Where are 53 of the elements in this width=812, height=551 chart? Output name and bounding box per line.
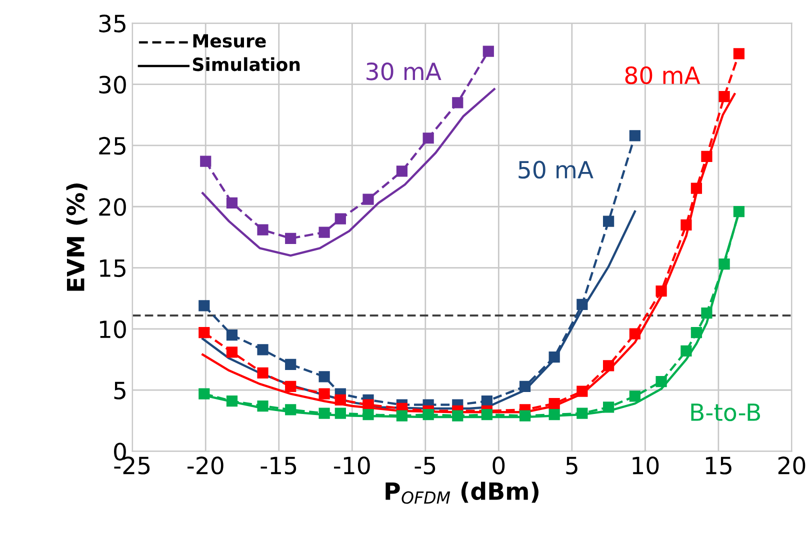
point [396,166,408,177]
point [226,330,238,341]
x-tick-label: -20 [187,456,224,474]
series-label: B-to-B [691,404,760,422]
point [422,132,434,144]
point [452,97,464,108]
y-axis-title: EVM (%) [66,184,88,291]
point [285,358,296,370]
point [257,344,268,356]
y-tick-label: 35 [99,14,126,32]
point [257,367,268,379]
point [656,376,667,388]
y-tick-label: 5 [114,382,126,400]
x-tick-label: 10 [632,456,659,474]
y-tick-label: 30 [99,76,126,94]
point [226,346,238,358]
x-tick-label: 20 [778,456,806,474]
x-tick-label: -15 [260,456,296,474]
annotation: Simulation [192,57,300,72]
point [257,224,268,236]
x-axis-title: P$_{OFDM}$ (dBm) [386,482,538,504]
point [482,46,494,57]
x-tick-label: 15 [706,456,732,474]
point [318,388,330,400]
y-tick-label: 25 [99,136,126,155]
point [362,194,374,205]
point [602,216,614,227]
point [318,226,330,238]
point [318,371,330,382]
annotation: Mesure [193,34,266,48]
point [198,327,210,338]
y-tick-label: 20 [99,198,126,216]
series-label: 30 mA [366,62,442,80]
point [733,48,745,60]
series-label: 80 mA [625,66,700,84]
series-label: 50 mA [518,160,594,179]
x-tick-label: 5 [566,456,578,474]
x-tick-label: 0 [492,456,505,474]
x-tick-label: -5 [414,456,436,474]
point [200,156,212,167]
point [680,345,692,357]
line-series [202,88,496,257]
y-tick-label: 15 [100,260,126,278]
point [629,390,640,402]
point [226,197,238,209]
point [198,300,210,312]
point [285,380,296,392]
x-tick-label: -10 [334,456,370,474]
point [718,90,730,102]
point [334,213,346,224]
point [629,130,640,142]
point [285,232,296,244]
y-tick-label: 10 [100,320,126,338]
